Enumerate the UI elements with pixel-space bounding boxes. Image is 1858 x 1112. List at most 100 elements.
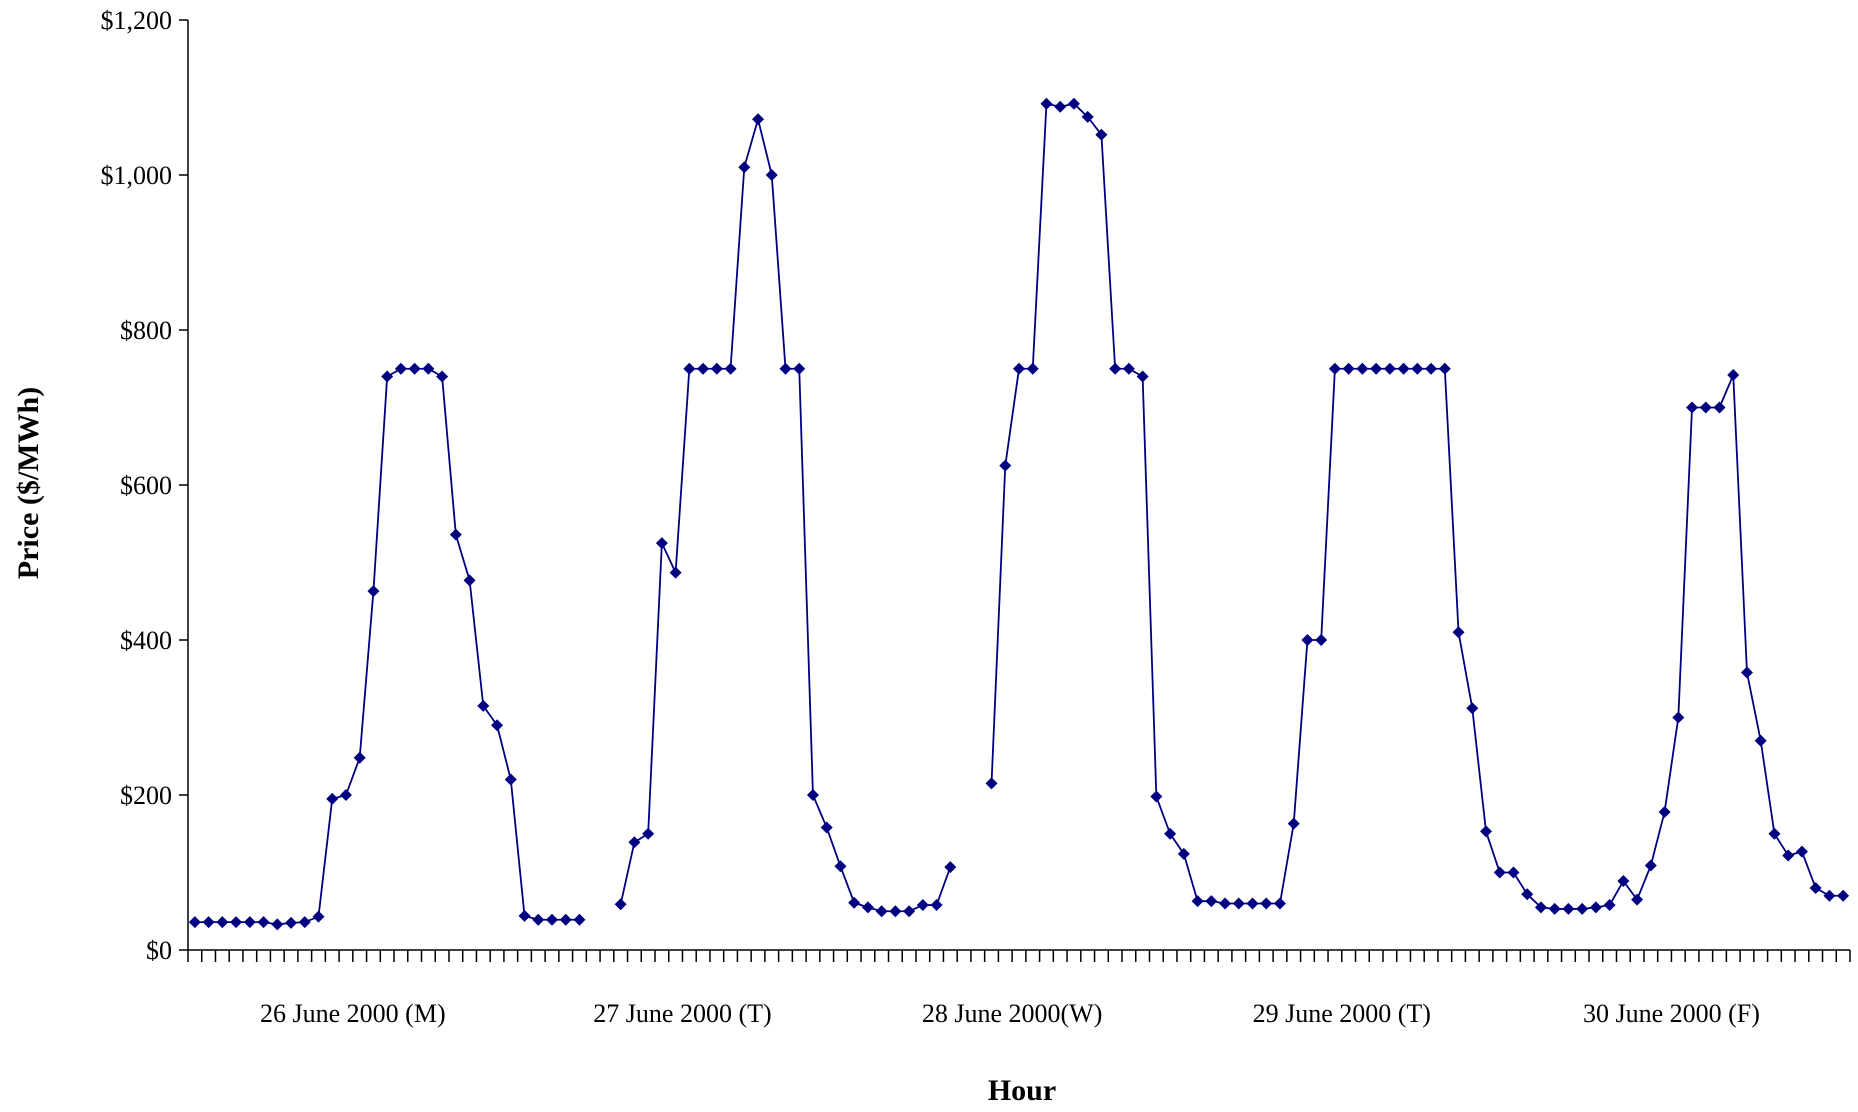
x-day-label: 29 June 2000 (T) — [1253, 999, 1431, 1028]
data-point — [408, 362, 421, 375]
y-tick-label: $600 — [120, 471, 172, 500]
data-point — [271, 918, 284, 931]
data-point — [353, 751, 366, 764]
data-point — [1191, 895, 1204, 908]
data-point — [1219, 897, 1232, 910]
data-point — [1273, 897, 1286, 910]
data-point — [1837, 889, 1850, 902]
data-point — [752, 113, 765, 126]
data-point — [1356, 362, 1369, 375]
data-point — [491, 719, 504, 732]
data-point — [1425, 362, 1438, 375]
data-point — [312, 910, 325, 923]
data-point — [257, 916, 270, 929]
data-point — [1013, 362, 1025, 375]
data-point — [1727, 368, 1740, 381]
data-point — [1328, 362, 1341, 375]
data-point — [985, 777, 998, 790]
x-day-label: 26 June 2000 (M) — [260, 999, 446, 1028]
data-point — [1397, 362, 1410, 375]
data-point — [1095, 128, 1108, 141]
data-point — [449, 528, 462, 541]
data-point — [1795, 845, 1808, 858]
data-point — [202, 916, 215, 929]
data-point — [806, 789, 819, 801]
data-point — [1699, 401, 1712, 414]
data-point — [1150, 790, 1163, 803]
data-point — [1603, 899, 1616, 912]
data-point — [339, 789, 352, 801]
data-point — [1782, 849, 1795, 862]
data-point — [285, 916, 298, 929]
data-point — [326, 792, 339, 805]
data-point — [216, 916, 229, 929]
data-point — [1067, 97, 1080, 110]
x-day-label: 28 June 2000(W) — [922, 999, 1103, 1028]
data-point — [1109, 362, 1122, 375]
data-point — [944, 861, 957, 874]
x-axis: 26 June 2000 (M) 27 June 2000 (T) 28 June … — [187, 949, 1851, 1028]
data-point — [1164, 827, 1177, 840]
data-point — [1480, 825, 1493, 838]
data-point — [573, 913, 586, 926]
data-point — [834, 860, 847, 873]
price-series — [188, 97, 1850, 931]
data-point — [545, 913, 558, 926]
y-tick-label: $1,000 — [101, 161, 173, 190]
y-tick-label: $0 — [146, 936, 172, 965]
data-point — [532, 913, 545, 926]
data-point — [1713, 401, 1726, 414]
x-day-label: 30 June 2000 (F) — [1583, 999, 1760, 1028]
data-point — [655, 537, 668, 550]
data-point — [1315, 634, 1328, 646]
data-point — [916, 899, 929, 912]
series-line — [619, 118, 952, 913]
x-axis-title: Hour — [988, 1074, 1056, 1107]
data-point — [1493, 866, 1506, 879]
data-point — [298, 916, 311, 929]
data-point — [1232, 897, 1245, 910]
data-point — [930, 899, 943, 912]
data-point — [779, 362, 792, 375]
data-point — [504, 773, 517, 786]
data-point — [381, 370, 394, 383]
data-point — [1617, 875, 1630, 888]
data-point — [1740, 666, 1753, 679]
data-point — [1823, 889, 1836, 902]
data-point — [1548, 902, 1561, 915]
y-tick-label: $400 — [120, 626, 172, 655]
data-point — [463, 574, 476, 587]
data-point — [422, 362, 435, 375]
data-point — [1370, 362, 1383, 375]
data-point — [793, 362, 806, 375]
data-point — [1136, 370, 1149, 383]
data-point — [861, 901, 874, 914]
data-point — [1040, 97, 1053, 110]
data-point — [1122, 362, 1135, 375]
data-point — [230, 916, 243, 929]
data-point — [1383, 362, 1396, 375]
data-point — [1562, 902, 1575, 915]
data-point — [669, 566, 682, 579]
data-point — [243, 916, 256, 929]
data-point — [1631, 893, 1644, 906]
data-point — [1686, 401, 1699, 414]
data-point — [1205, 895, 1218, 908]
data-point — [628, 836, 641, 849]
data-point — [1054, 100, 1067, 113]
data-point — [1589, 901, 1602, 914]
y-tick-label: $800 — [120, 316, 172, 345]
data-point — [738, 161, 751, 174]
data-point — [724, 362, 737, 375]
data-point — [1246, 897, 1259, 910]
data-point — [903, 905, 916, 918]
data-point — [697, 362, 710, 375]
y-axis-title: Price ($/MWh) — [12, 387, 45, 579]
series-line — [194, 367, 580, 926]
data-point — [642, 827, 655, 840]
data-point — [1026, 362, 1039, 375]
data-point — [394, 362, 407, 375]
data-point — [1081, 110, 1094, 123]
y-axis: $0 $200 $400 $600 $800 $1,000 $1,200 — [101, 6, 189, 965]
